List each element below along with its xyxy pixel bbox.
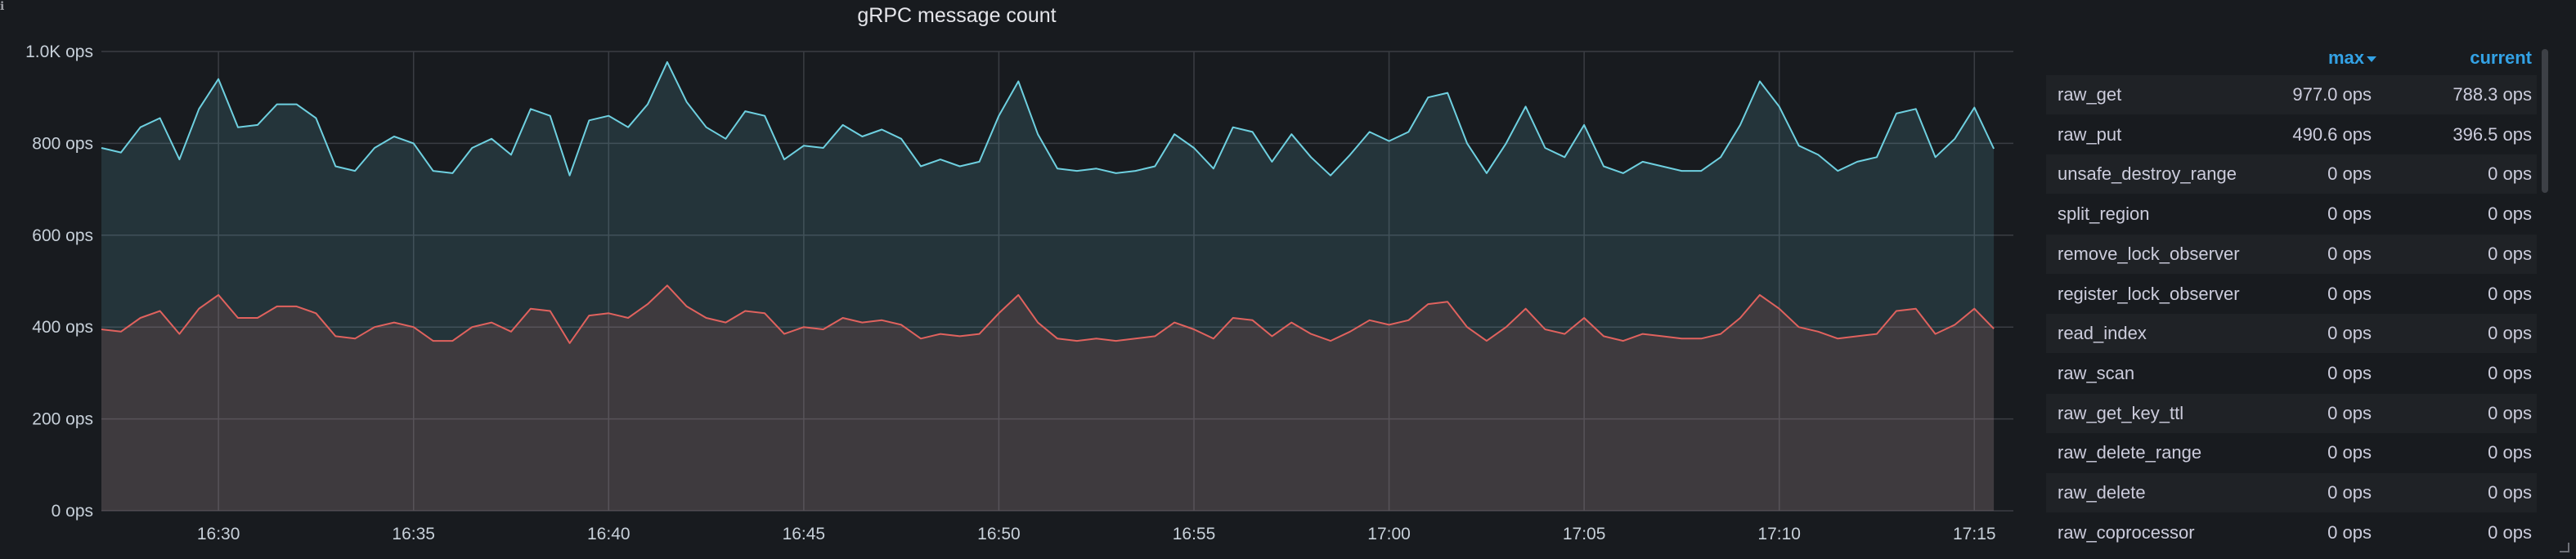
legend-series-name[interactable]: unsafe_destroy_range: [2058, 163, 2237, 185]
y-tick-label: 1.0K ops: [25, 42, 93, 61]
legend-series-name[interactable]: raw_scan: [2058, 362, 2135, 383]
legend-max-value: 0 ops: [2327, 442, 2372, 463]
x-tick-label: 16:50: [977, 525, 1021, 543]
legend-current-value: 0 ops: [2488, 163, 2532, 185]
x-tick-label: 16:55: [1173, 525, 1216, 543]
legend-max-value: 490.6 ops: [2292, 123, 2372, 145]
legend-scrollbar[interactable]: [2542, 49, 2548, 193]
x-axis: 16:30 16:35 16:40 16:45 16:50 16:55 17:00 17:05…: [197, 525, 1996, 543]
legend-row[interactable]: register_lock_observer 0 ops 0 ops: [2046, 275, 2537, 314]
x-tick-label: 17:15: [1953, 525, 1996, 543]
panel-title[interactable]: gRPC message count: [857, 4, 1057, 27]
y-tick-label: 200 ops: [32, 410, 93, 429]
legend-current-value: 0 ops: [2488, 362, 2532, 383]
y-tick-label: 400 ops: [32, 318, 93, 337]
legend-max-value: 0 ops: [2327, 283, 2372, 304]
series-area-raw_get: [101, 61, 1995, 511]
legend-current-value: 0 ops: [2488, 402, 2532, 423]
legend-current-value: 0 ops: [2488, 323, 2532, 344]
legend-series-name[interactable]: raw_put: [2058, 123, 2122, 145]
legend-series-name[interactable]: read_index: [2058, 323, 2147, 344]
legend-row[interactable]: raw_get_key_ttl 0 ops 0 ops: [2046, 393, 2537, 433]
legend-row[interactable]: raw_get 977.0 ops 788.3 ops: [2046, 75, 2537, 114]
chart-plot[interactable]: 0 ops 200 ops 400 ops 600 ops 800 ops 1.0K op…: [0, 0, 2044, 559]
series-areas: [101, 61, 1995, 511]
series-line-raw_put[interactable]: [101, 284, 1995, 344]
series-line-raw_get[interactable]: [101, 60, 1995, 177]
legend-max-value: 0 ops: [2327, 482, 2372, 503]
legend-row[interactable]: split_region 0 ops 0 ops: [2046, 195, 2537, 234]
legend-series-name[interactable]: raw_delete: [2058, 482, 2146, 503]
legend-series-name[interactable]: register_lock_observer: [2058, 283, 2240, 304]
legend-current-value: 0 ops: [2488, 243, 2532, 264]
legend-table: max current raw_get 977.0 ops 788.3 ops raw…: [2046, 42, 2537, 557]
legend-max-value: 0 ops: [2327, 521, 2372, 543]
series-lines: [101, 60, 1995, 344]
legend-current-value: 0 ops: [2488, 203, 2532, 225]
x-tick-label: 17:05: [1563, 525, 1606, 543]
legend-max-value: 0 ops: [2327, 402, 2372, 423]
info-icon[interactable]: ℹ: [0, 0, 5, 12]
x-tick-label: 16:30: [197, 525, 240, 543]
legend-row[interactable]: raw_coprocessor 0 ops 0 ops: [2046, 513, 2537, 552]
legend-current-value: 0 ops: [2488, 283, 2532, 304]
legend-header: max current: [2046, 42, 2537, 75]
legend-max-value: 0 ops: [2327, 203, 2372, 225]
x-tick-label: 16:40: [587, 525, 631, 543]
y-tick-label: 800 ops: [32, 134, 93, 153]
x-tick-label: 16:35: [392, 525, 435, 543]
legend-row[interactable]: raw_delete 0 ops 0 ops: [2046, 473, 2537, 512]
legend-max-value: 0 ops: [2327, 163, 2372, 185]
legend-row[interactable]: raw_put 490.6 ops 396.5 ops: [2046, 115, 2537, 154]
legend-series-name[interactable]: raw_coprocessor: [2058, 521, 2195, 543]
legend-max-value: 0 ops: [2327, 243, 2372, 264]
resize-handle-icon[interactable]: [2560, 543, 2569, 552]
legend-row[interactable]: raw_scan 0 ops 0 ops: [2046, 354, 2537, 393]
legend-current-value: 0 ops: [2488, 482, 2532, 503]
x-tick-label: 16:45: [783, 525, 826, 543]
legend-series-name[interactable]: raw_get: [2058, 84, 2122, 105]
legend-series-name[interactable]: remove_lock_observer: [2058, 243, 2240, 264]
legend-series-name[interactable]: raw_delete_range: [2058, 442, 2202, 463]
x-tick-label: 17:10: [1757, 525, 1801, 543]
legend-row[interactable]: unsafe_destroy_range 0 ops 0 ops: [2046, 154, 2537, 195]
legend-current-value: 0 ops: [2488, 521, 2532, 543]
legend-row[interactable]: read_index 0 ops 0 ops: [2046, 314, 2537, 354]
legend-max-value: 977.0 ops: [2292, 84, 2372, 105]
legend-series-name[interactable]: split_region: [2058, 203, 2150, 225]
legend-row[interactable]: raw_delete_range 0 ops 0 ops: [2046, 433, 2537, 472]
y-tick-label: 0 ops: [52, 502, 93, 521]
legend-max-value: 0 ops: [2327, 323, 2372, 344]
y-axis: 0 ops 200 ops 400 ops 600 ops 800 ops 1.0K op…: [25, 42, 93, 521]
legend-header-max-label: max: [2327, 47, 2364, 68]
legend-current-value: 0 ops: [2488, 442, 2532, 463]
legend-series-name[interactable]: raw_get_key_ttl: [2058, 402, 2184, 423]
sort-desc-icon: [2367, 56, 2376, 62]
legend-sort-max[interactable]: max: [2328, 47, 2376, 69]
legend-max-value: 0 ops: [2327, 362, 2372, 383]
legend-row[interactable]: remove_lock_observer 0 ops 0 ops: [2046, 234, 2537, 274]
legend-sort-current[interactable]: current: [2470, 47, 2532, 68]
y-tick-label: 600 ops: [32, 226, 93, 245]
grid-lines: [101, 51, 2013, 512]
legend-current-value: 788.3 ops: [2453, 84, 2532, 105]
legend-current-value: 396.5 ops: [2453, 123, 2532, 145]
x-tick-label: 17:00: [1367, 525, 1411, 543]
series-area-raw_put: [101, 285, 1995, 511]
